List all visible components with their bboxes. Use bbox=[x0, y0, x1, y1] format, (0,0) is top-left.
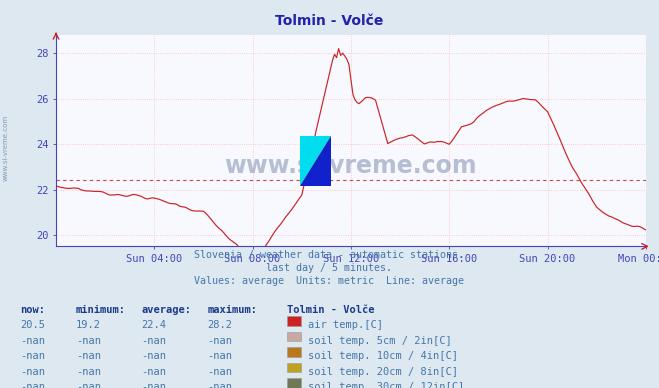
Text: -nan: -nan bbox=[142, 367, 167, 377]
Polygon shape bbox=[300, 136, 331, 186]
Text: -nan: -nan bbox=[76, 351, 101, 361]
Text: www.si-vreme.com: www.si-vreme.com bbox=[2, 114, 9, 180]
Text: -nan: -nan bbox=[76, 367, 101, 377]
Text: -nan: -nan bbox=[76, 382, 101, 388]
Text: Tolmin - Volče: Tolmin - Volče bbox=[287, 305, 374, 315]
Text: 20.5: 20.5 bbox=[20, 320, 45, 330]
Text: 28.2: 28.2 bbox=[208, 320, 233, 330]
Text: www.si-vreme.com: www.si-vreme.com bbox=[225, 154, 477, 178]
Text: -nan: -nan bbox=[208, 351, 233, 361]
Text: -nan: -nan bbox=[208, 367, 233, 377]
Text: -nan: -nan bbox=[142, 336, 167, 346]
Text: last day / 5 minutes.: last day / 5 minutes. bbox=[266, 263, 393, 273]
Text: -nan: -nan bbox=[20, 367, 45, 377]
Text: -nan: -nan bbox=[20, 382, 45, 388]
Text: -nan: -nan bbox=[208, 382, 233, 388]
Text: -nan: -nan bbox=[208, 336, 233, 346]
Text: 22.4: 22.4 bbox=[142, 320, 167, 330]
Text: -nan: -nan bbox=[142, 382, 167, 388]
Text: average:: average: bbox=[142, 305, 192, 315]
Text: -nan: -nan bbox=[20, 351, 45, 361]
Text: soil temp. 30cm / 12in[C]: soil temp. 30cm / 12in[C] bbox=[308, 382, 464, 388]
Text: Tolmin - Volče: Tolmin - Volče bbox=[275, 14, 384, 28]
Text: maximum:: maximum: bbox=[208, 305, 258, 315]
Text: air temp.[C]: air temp.[C] bbox=[308, 320, 383, 330]
Text: soil temp. 20cm / 8in[C]: soil temp. 20cm / 8in[C] bbox=[308, 367, 458, 377]
Text: minimum:: minimum: bbox=[76, 305, 126, 315]
Text: soil temp. 5cm / 2in[C]: soil temp. 5cm / 2in[C] bbox=[308, 336, 451, 346]
Polygon shape bbox=[300, 136, 331, 186]
Text: -nan: -nan bbox=[20, 336, 45, 346]
Text: Values: average  Units: metric  Line: average: Values: average Units: metric Line: aver… bbox=[194, 276, 465, 286]
Text: -nan: -nan bbox=[142, 351, 167, 361]
Text: -nan: -nan bbox=[76, 336, 101, 346]
Text: now:: now: bbox=[20, 305, 45, 315]
Text: soil temp. 10cm / 4in[C]: soil temp. 10cm / 4in[C] bbox=[308, 351, 458, 361]
Text: 19.2: 19.2 bbox=[76, 320, 101, 330]
Text: Slovenia / weather data - automatic stations.: Slovenia / weather data - automatic stat… bbox=[194, 250, 465, 260]
